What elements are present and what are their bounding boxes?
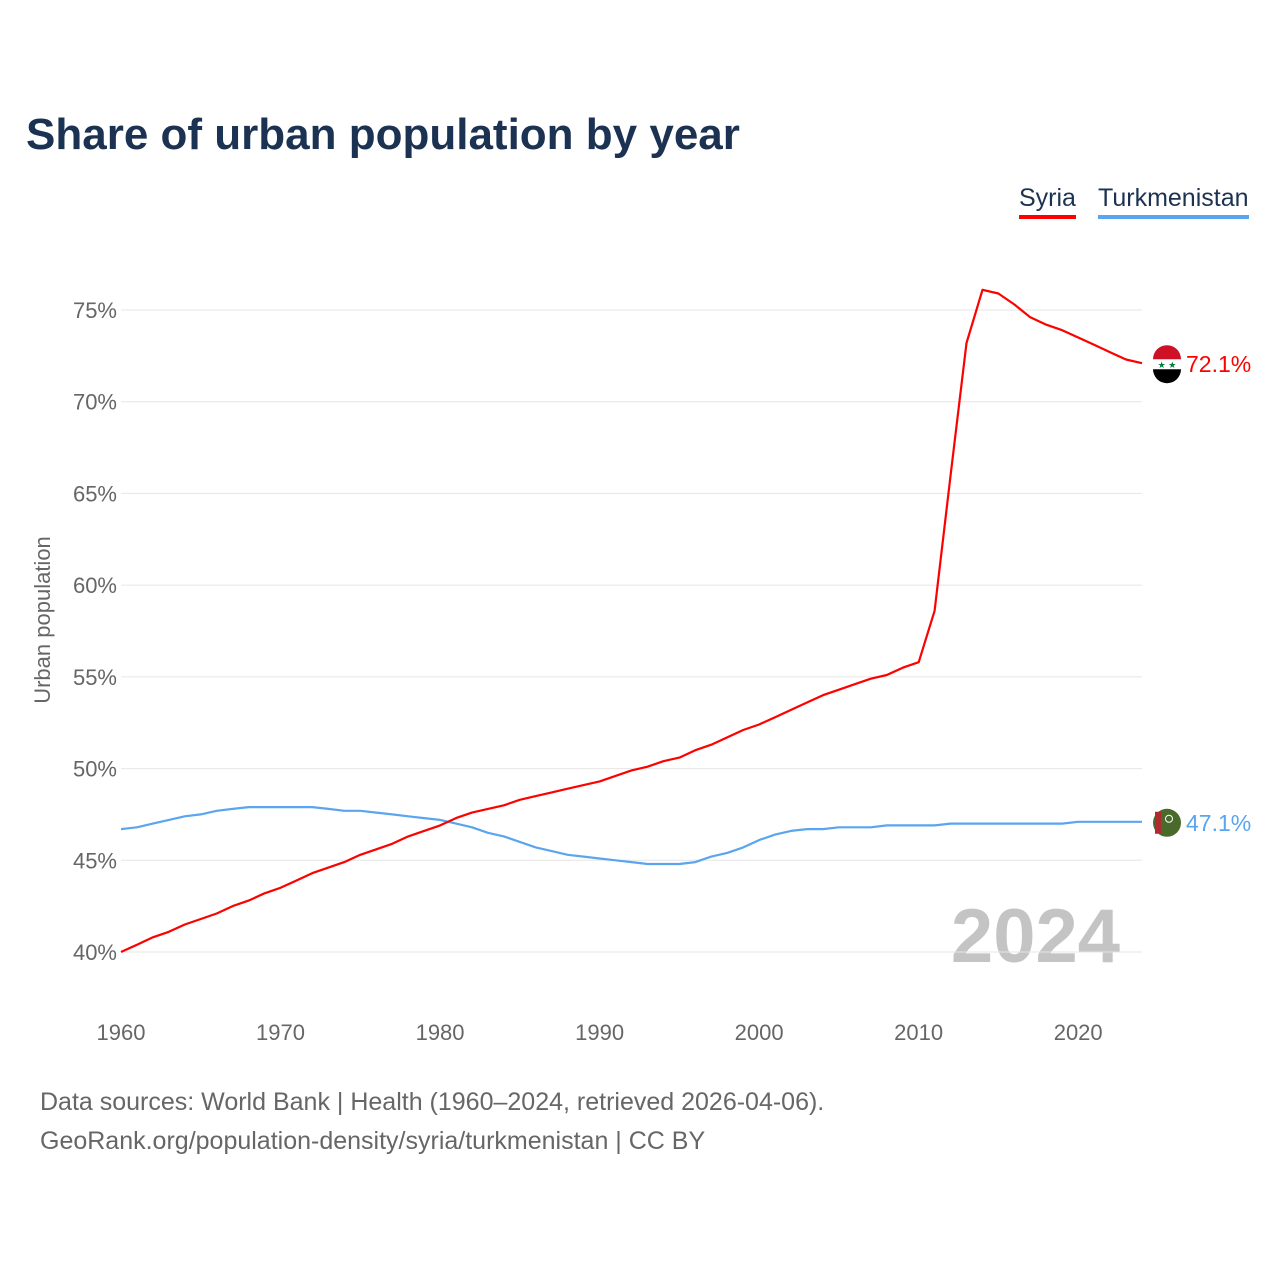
source-text: Data sources: World Bank | Health (1960–… [40,1088,825,1116]
x-tick-label: 2020 [1054,1020,1103,1045]
y-tick-label: 50% [73,757,117,782]
y-tick-label: 55% [73,665,117,690]
y-tick-label: 60% [73,573,117,598]
flag-stars: ★ ★ [1158,360,1177,370]
series-line-turkmenistan [120,805,1142,866]
y-tick-label: 40% [73,940,117,965]
x-tick-label: 1990 [575,1020,624,1045]
flag-red-band [1153,345,1181,360]
x-tick-label: 1980 [416,1020,465,1045]
y-tick-label: 70% [73,390,117,415]
y-tick-label: 65% [73,481,117,506]
x-tick-label: 1970 [256,1020,305,1045]
end-value-label: 47.1% [1186,810,1251,836]
source-link[interactable]: GeoRank.org/population-density/syria/tur… [40,1127,706,1155]
legend-syria[interactable]: Syria [1019,184,1076,219]
flag-carpet-stripe [1155,811,1161,834]
y-axis-label: Urban population [30,536,55,704]
end-value-label: 72.1% [1186,351,1251,377]
x-tick-label: 1960 [97,1020,146,1045]
y-tick-label: 75% [73,298,117,323]
series-line-syria [120,288,1143,954]
y-tick-label: 45% [73,848,117,873]
year-watermark: 2024 [951,894,1120,979]
legend-turkmenistan[interactable]: Turkmenistan [1098,184,1249,219]
x-tick-label: 2000 [735,1020,784,1045]
flag-black-band [1153,369,1181,384]
flag-crescent [1165,814,1173,823]
chart-title: Share of urban population by year [26,110,740,159]
x-tick-label: 2010 [894,1020,943,1045]
